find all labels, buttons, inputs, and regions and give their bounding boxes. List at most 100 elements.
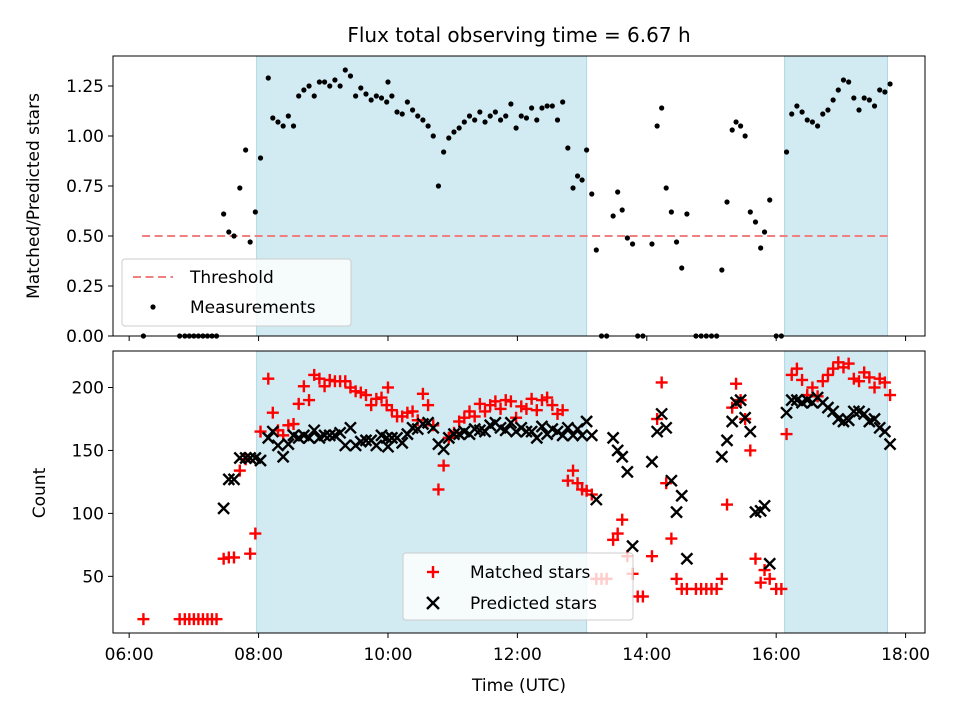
- matched-star-point: [571, 477, 584, 490]
- matched-star-point: [210, 613, 223, 626]
- measurement-point: [409, 107, 416, 113]
- marker-stroke: [847, 405, 861, 418]
- measurement-point: [221, 211, 227, 217]
- marker-stroke: [338, 439, 352, 452]
- matched-star-point: [842, 357, 855, 370]
- matched-star-point: [254, 425, 267, 438]
- ratio-y-axis-label: Matched/Predicted stars: [24, 93, 44, 299]
- measurement-point: [663, 185, 669, 191]
- measurement-point: [389, 93, 395, 99]
- marker-stroke: [494, 421, 507, 435]
- measurement-point: [265, 75, 271, 81]
- predicted-star-point: [758, 499, 771, 513]
- measurement-point: [851, 95, 857, 101]
- marker-stroke: [266, 425, 280, 438]
- marker-stroke: [261, 431, 275, 445]
- predicted-star-point: [734, 393, 747, 407]
- marker-stroke: [302, 431, 316, 445]
- matched-star-point: [541, 391, 554, 404]
- marker-stroke: [575, 428, 589, 442]
- measurement-point: [673, 239, 680, 245]
- marker-stroke: [675, 489, 689, 503]
- matched-star-point: [796, 373, 809, 386]
- predicted-star-point: [763, 557, 777, 571]
- measurement-point: [877, 87, 883, 93]
- predicted-star-point: [650, 425, 664, 438]
- matched-star-point: [375, 391, 388, 404]
- marker-stroke: [499, 423, 513, 437]
- measurement-point: [619, 207, 625, 213]
- predicted-star-point: [447, 427, 461, 441]
- predicted-star-point: [615, 450, 629, 464]
- marker-stroke: [217, 502, 230, 515]
- marker-stroke: [758, 499, 771, 513]
- marker-stroke: [281, 437, 295, 451]
- y-tick-label: 0.50: [66, 227, 104, 247]
- marker-stroke: [878, 425, 892, 438]
- measurement-point: [729, 127, 735, 133]
- measurement-point: [404, 99, 410, 105]
- marker-stroke: [406, 421, 419, 435]
- measurement-point: [804, 117, 810, 123]
- matched-star-point: [655, 376, 668, 389]
- predicted-star-point: [611, 444, 625, 457]
- marker-stroke: [222, 473, 236, 486]
- measurement-point: [378, 95, 385, 101]
- predicted-star-point: [780, 406, 793, 420]
- marker-stroke: [525, 425, 538, 438]
- marker-stroke: [790, 393, 804, 407]
- marker-stroke: [626, 539, 639, 553]
- matched-star-point: [607, 533, 620, 546]
- measurement-point: [684, 211, 690, 217]
- marker-stroke: [323, 428, 337, 442]
- predicted-legend-label: Predicted stars: [470, 594, 597, 614]
- measurement-point: [482, 119, 488, 125]
- predicted-star-point: [589, 493, 603, 506]
- measurement-points: [140, 67, 893, 339]
- matched-star-point: [715, 572, 728, 585]
- predicted-star-point: [621, 465, 634, 479]
- marker-stroke: [868, 412, 881, 426]
- predicted-star-point: [333, 426, 347, 440]
- matched-star-point: [266, 406, 279, 419]
- measurement-point: [257, 155, 264, 161]
- matched-star-point: [821, 368, 834, 381]
- marker-stroke: [615, 450, 629, 464]
- marker-stroke: [826, 405, 840, 418]
- measurement-point: [466, 113, 473, 119]
- marker-stroke: [530, 431, 544, 445]
- marker-stroke: [426, 421, 440, 435]
- predicted-star-point: [738, 411, 752, 425]
- measurement-point: [679, 265, 685, 271]
- measurement-point: [649, 241, 655, 247]
- measurement-point: [306, 83, 312, 89]
- measurement-point: [337, 83, 343, 89]
- measurement-point: [574, 173, 581, 179]
- matched-star-point: [249, 527, 262, 540]
- measurement-point: [758, 245, 764, 251]
- marker-stroke: [287, 428, 300, 442]
- predicted-star-point: [645, 455, 659, 469]
- marker-stroke: [395, 436, 409, 450]
- marker-stroke: [333, 426, 347, 440]
- matched-star-point: [303, 394, 316, 407]
- marker-stroke: [743, 425, 757, 438]
- matched-star-point: [530, 404, 543, 417]
- x-tick-label: 12:00: [493, 645, 542, 665]
- predicted-star-point: [868, 412, 881, 426]
- matched-star-point: [780, 428, 793, 441]
- predicted-star-point: [857, 407, 871, 421]
- matched-star-point: [318, 380, 331, 393]
- matched-star-point: [468, 410, 481, 423]
- predicted-star-point: [323, 428, 337, 442]
- matched-star-point: [489, 395, 502, 408]
- predicted-star-point: [566, 428, 580, 442]
- matched-star-point: [758, 564, 771, 577]
- measurement-point: [840, 77, 847, 83]
- predicted-star-point: [344, 421, 357, 435]
- predicted-star-point: [261, 431, 275, 445]
- measurement-point: [856, 107, 862, 113]
- matched-star-point: [520, 402, 533, 415]
- matched-star-point: [416, 387, 429, 400]
- measurement-point: [820, 111, 826, 117]
